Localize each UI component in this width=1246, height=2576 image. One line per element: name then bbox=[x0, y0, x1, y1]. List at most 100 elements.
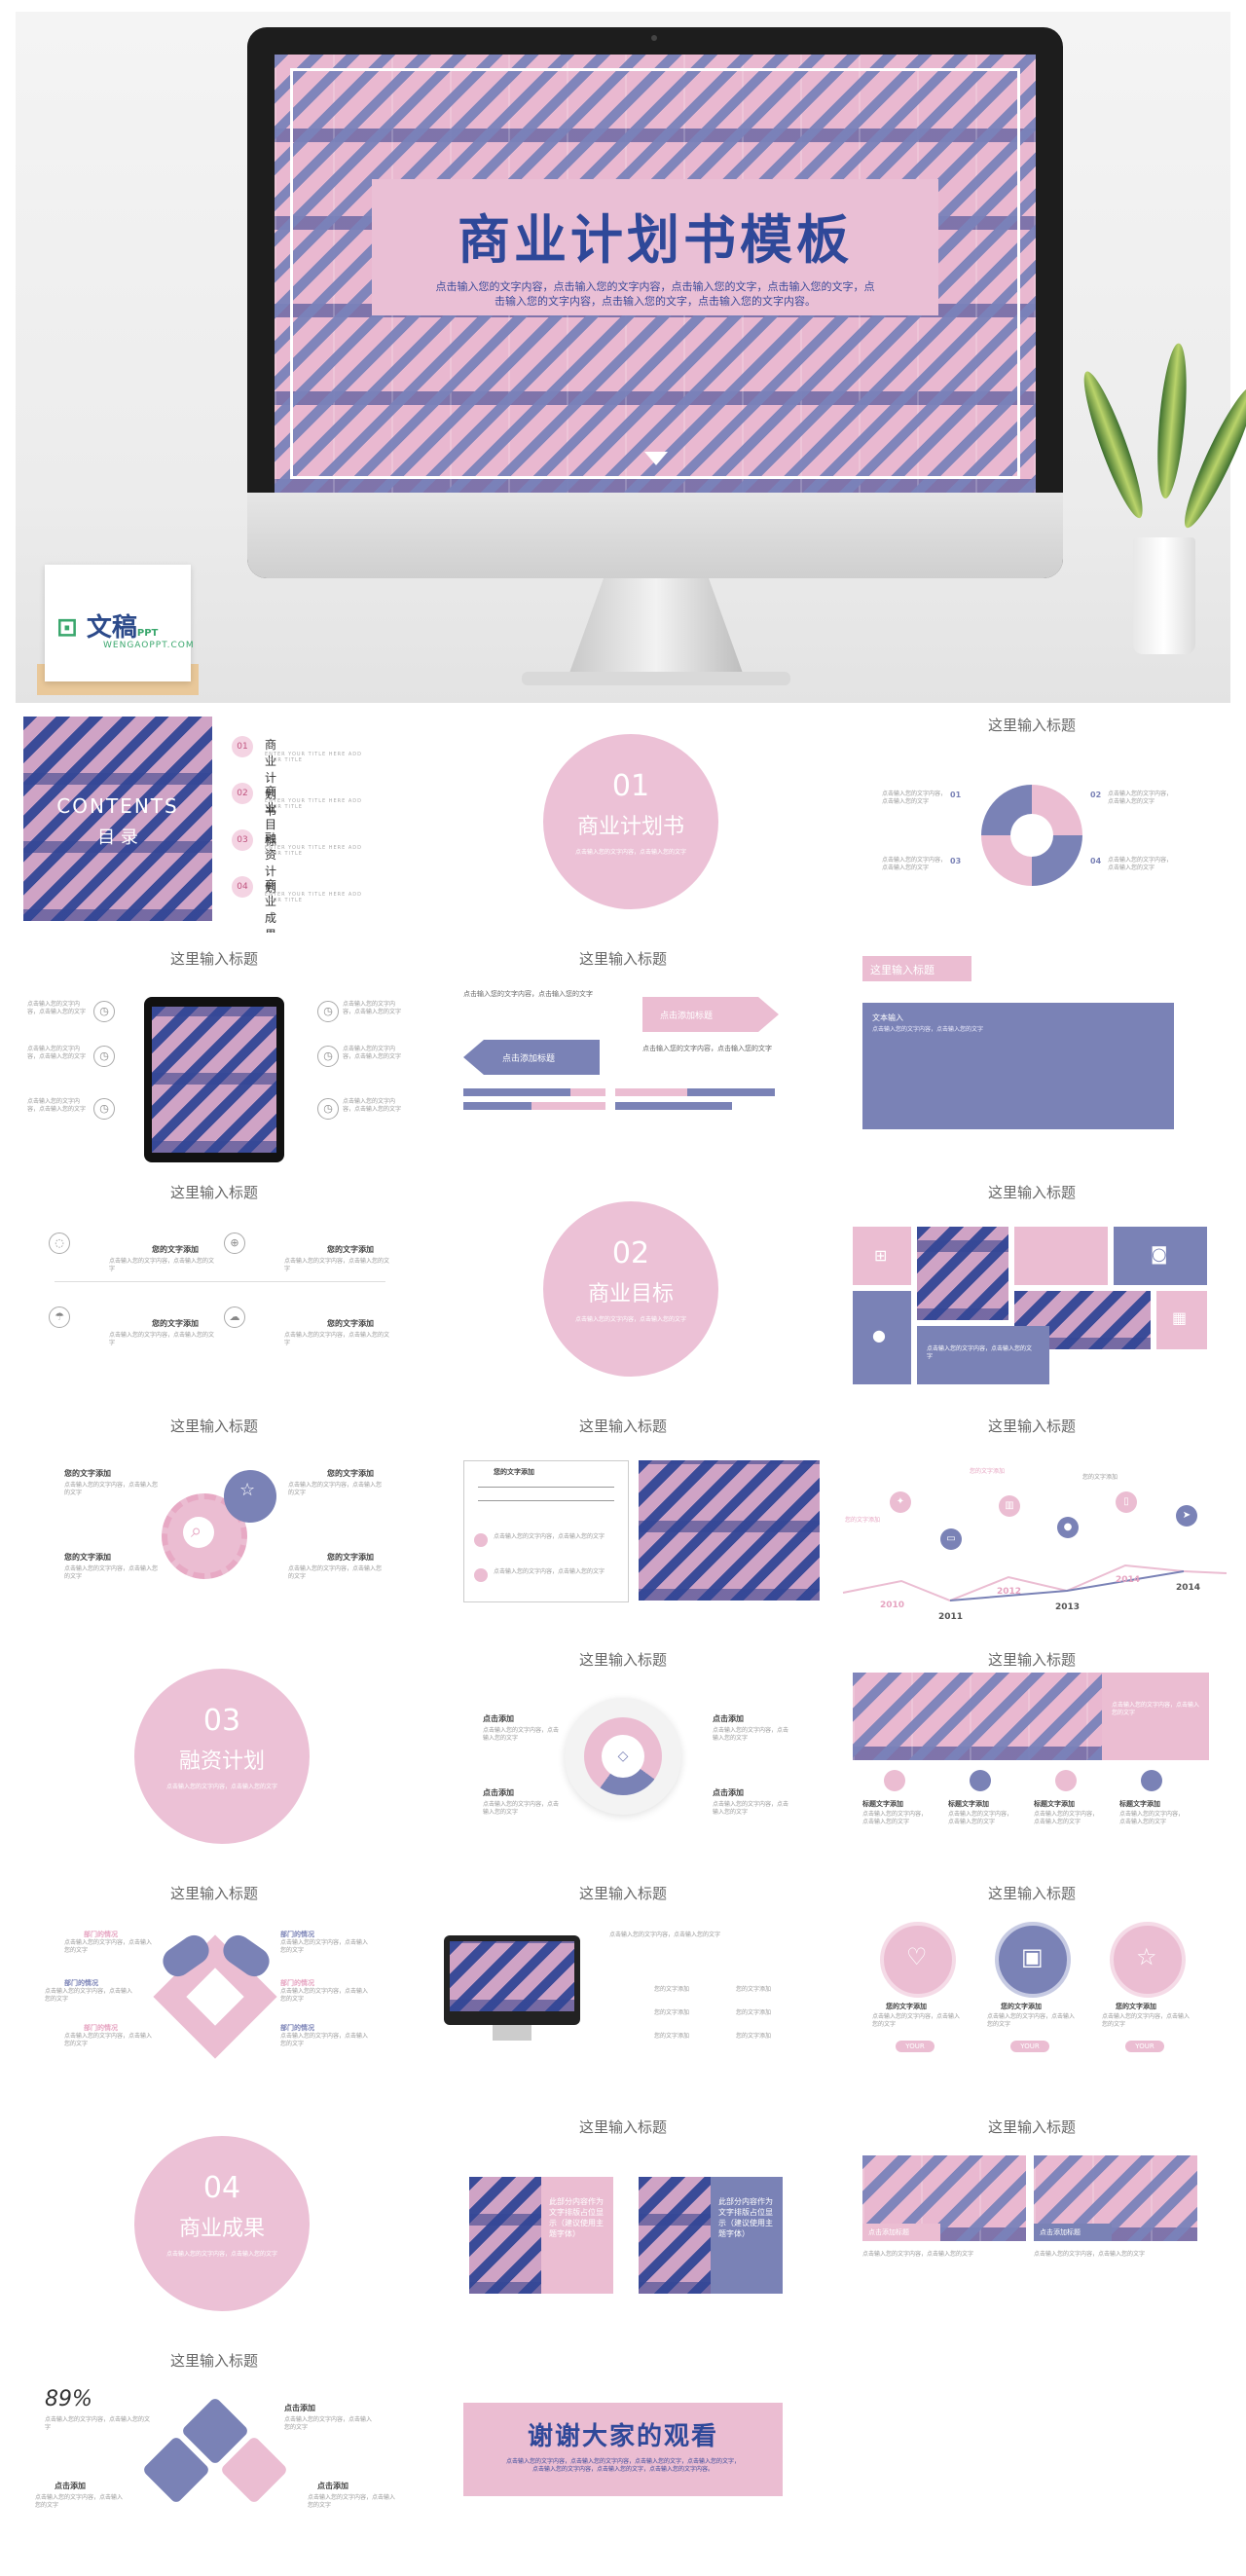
slide-thanks[interactable]: 谢谢大家的观看 点击输入您的文字内容，点击输入您的文字内容，点击输入您的文字，点… bbox=[424, 2344, 822, 2568]
item-text: 点击输入您的文字内容，点击输入您的文字 bbox=[284, 1332, 390, 1346]
section-number: 03 bbox=[202, 1704, 241, 1738]
slide-form-photo[interactable]: 这里输入标题 您的文字添加 点击输入您的文字内容，点击输入您的文字 点击输入您的… bbox=[424, 1410, 822, 1634]
section-title: 融资计划 bbox=[178, 1749, 265, 1774]
dept-label: 部门的情况 bbox=[280, 2024, 314, 2032]
tile bbox=[1014, 1227, 1108, 1285]
slide-photo-text[interactable]: 这里输入标题 文本输入 点击输入您的文字内容，点击输入您的文字 bbox=[833, 942, 1230, 1166]
down-arrow-icon bbox=[644, 452, 668, 465]
slide-gears[interactable]: 这里输入标题 ⌕ ☆ 您的文字添加 您的文字添加 您的文字添加 您的文字添加 点… bbox=[16, 1410, 413, 1634]
thanks-frame bbox=[434, 2354, 812, 2558]
progress-bar bbox=[570, 1088, 605, 1096]
photo-column bbox=[639, 2177, 711, 2294]
imac-item: 您的文字添加 bbox=[736, 2033, 772, 2040]
contents-num: 01 bbox=[232, 736, 253, 757]
slide-section-03[interactable]: 03 融资计划 点击输入您的文字内容，点击输入您的文字 bbox=[16, 1643, 413, 1867]
slide-heart[interactable]: 这里输入标题 部门的情况 部门的情况 部门的情况 部门的情况 部门的情况 部门的… bbox=[16, 1877, 413, 2101]
lightbulb-icon: ✦ bbox=[890, 1491, 911, 1513]
item-heading: 点击添加 bbox=[284, 2404, 315, 2412]
title-tag: 这里输入标题 bbox=[862, 956, 971, 981]
section-badge: 01 商业计划书 点击输入您的文字内容，点击输入您的文字 bbox=[541, 732, 720, 911]
diamond-icon: ◇ bbox=[602, 1735, 644, 1778]
chart-icon: ▥ bbox=[999, 1495, 1020, 1517]
logo-suffix: PPT bbox=[136, 628, 159, 639]
item-text: 点击输入您的文字内容，点击输入您的文字 bbox=[109, 1258, 215, 1272]
aperture-num: 01 bbox=[950, 791, 962, 799]
photo-caption-box: 点击添加标题 bbox=[1034, 2224, 1112, 2241]
icon-circle: ♡ bbox=[880, 1922, 956, 1998]
item-heading: 点击添加 bbox=[713, 1714, 744, 1723]
dept-label: 部门的情况 bbox=[280, 1931, 314, 1938]
slide-puzzle[interactable]: 这里输入标题 89% 点击输入您的文字内容，点击输入您的文字 点击添加 点击添加… bbox=[16, 2344, 413, 2568]
slide-imac[interactable]: 这里输入标题 点击输入您的文字内容，点击输入您的文字 您的文字添加 您的文字添加… bbox=[424, 1877, 822, 2101]
clock-icon: ◷ bbox=[93, 1098, 115, 1120]
windows-icon: ⊞ bbox=[874, 1246, 888, 1265]
item-heading: 您的文字添加 bbox=[327, 1319, 374, 1328]
arrows-text: 点击输入您的文字内容，点击输入您的文字 bbox=[463, 990, 593, 998]
instagram-icon: ◙ bbox=[1151, 1244, 1168, 1265]
item-heading: 您的文字添加 bbox=[886, 2003, 927, 2010]
slide-title: 这里输入标题 bbox=[169, 1417, 258, 1435]
contents-label: 商业成果 bbox=[265, 878, 277, 933]
icon-circle bbox=[884, 1770, 905, 1791]
contents-sub: ENTER YOUR TITLE HERE ADD YOUR TITLE bbox=[265, 752, 362, 763]
contents-num: 03 bbox=[232, 829, 253, 851]
tile-text: 点击输入您的文字内容，点击输入您的文字 bbox=[917, 1326, 1049, 1384]
monitor: 商业计划书模板 点击输入您的文字内容，点击输入您的文字内容，点击输入您的文字，点… bbox=[247, 27, 1063, 578]
slide-two-photos[interactable]: 这里输入标题 点击添加标题 点击添加标题 点击输入您的文字内容，点击输入您的文字… bbox=[833, 2111, 1230, 2335]
timeline-line bbox=[842, 1564, 1228, 1602]
slide-arrows[interactable]: 这里输入标题 点击输入您的文字内容，点击输入您的文字 点击添加标题 点击添加标题… bbox=[424, 942, 822, 1166]
item-heading: 您的文字添加 bbox=[327, 1553, 374, 1562]
slide-section-01[interactable]: 01 商业计划书 点击输入您的文字内容，点击输入您的文字 bbox=[424, 709, 822, 933]
slide-contents[interactable]: CONTENTS 目 录 01 商业计划书 ENTER YOUR TITLE H… bbox=[16, 709, 413, 933]
item-heading: 您的文字添加 bbox=[64, 1553, 111, 1562]
item-text: 点击输入您的文字内容，点击输入您的文字 bbox=[64, 1482, 159, 1496]
tile: ● bbox=[853, 1291, 911, 1384]
umbrella-icon: ☂ bbox=[49, 1306, 70, 1328]
slide-section-02[interactable]: 02 商业目标 点击输入您的文字内容，点击输入您的文字 bbox=[424, 1176, 822, 1400]
year-label: 2012 bbox=[997, 1587, 1022, 1597]
section-desc: 点击输入您的文字内容，点击输入您的文字 bbox=[165, 2251, 277, 2258]
slide-icons-text[interactable]: 这里输入标题 ◌ ⊕ ☂ ☁ 您的文字添加 您的文字添加 您的文字添加 您的文字… bbox=[16, 1176, 413, 1400]
contents-title-cn: 目 录 bbox=[97, 828, 138, 848]
contents-title-en: CONTENTS bbox=[56, 794, 179, 818]
arrow-left-shape: 点击添加标题 bbox=[463, 1040, 600, 1075]
banner-text: 点击输入您的文字内容，点击输入您的文字 bbox=[1112, 1702, 1200, 1716]
slide-tiles[interactable]: 这里输入标题 ⊞ ◙ ● ▦ 点击输入您的文字内容，点击输入您的文字 bbox=[833, 1176, 1230, 1400]
photo-text: 点击输入您的文字内容，点击输入您的文字 bbox=[1034, 2251, 1146, 2258]
chat-icon: ☁ bbox=[224, 1306, 245, 1328]
text-panel: 文本输入 点击输入您的文字内容，点击输入您的文字 bbox=[862, 1003, 1174, 1129]
slide-photo-columns[interactable]: 这里输入标题 此部分内容作为文字排版占位显示（建议使用主题字体） 此部分内容作为… bbox=[424, 2111, 822, 2335]
clock-icon: ◷ bbox=[93, 1046, 115, 1067]
dept-label: 部门的情况 bbox=[84, 1931, 118, 1938]
contents-label: 商业目标 bbox=[265, 785, 277, 848]
slide-section-04[interactable]: 04 商业成果 点击输入您的文字内容，点击输入您的文字 bbox=[16, 2111, 413, 2335]
title-tag-text: 这里输入标题 bbox=[870, 964, 934, 976]
imac-item: 您的文字添加 bbox=[654, 2033, 690, 2040]
icon-circle bbox=[1055, 1770, 1077, 1791]
slide-three-circles[interactable]: 这里输入标题 ♡ ▣ ☆ 您的文字添加 您的文字添加 您的文字添加 点击输入您的… bbox=[833, 1877, 1230, 2101]
icon-circle: ▣ bbox=[995, 1922, 1071, 1998]
item-heading: 点击添加 bbox=[317, 2482, 348, 2490]
section-badge: 03 融资计划 点击输入您的文字内容，点击输入您的文字 bbox=[132, 1667, 312, 1846]
section-desc: 点击输入您的文字内容，点击输入您的文字 bbox=[574, 1316, 686, 1323]
contents-label: 融资计划 bbox=[265, 831, 277, 895]
slide-banner-icons[interactable]: 这里输入标题 点击输入您的文字内容，点击输入您的文字 标题文字添加 标题文字添加… bbox=[833, 1643, 1230, 1867]
slide-donut[interactable]: 这里输入标题 ◇ 点击添加 点击添加 点击添加 点击添加 点击输入您的文字内容，… bbox=[424, 1643, 822, 1867]
slide-title: 这里输入标题 bbox=[169, 2352, 258, 2370]
photo-text: 点击输入您的文字内容，点击输入您的文字 bbox=[862, 2251, 974, 2258]
section-title: 商业成果 bbox=[178, 2217, 265, 2241]
thanks-box: 谢谢大家的观看 点击输入您的文字内容，点击输入您的文字内容，点击输入您的文字，点… bbox=[463, 2403, 783, 2496]
slide-tablet[interactable]: 这里输入标题 ◷ ◷ ◷ ◷ ◷ ◷ 点击输入您的文字内容，点击输入您的文字 点… bbox=[16, 942, 413, 1166]
bullet-icon bbox=[474, 1533, 488, 1547]
progress-bar bbox=[463, 1088, 570, 1096]
item-text: 点击输入您的文字内容，点击输入您的文字 bbox=[284, 1258, 390, 1272]
user-icon: ● bbox=[1057, 1517, 1079, 1538]
aperture-num: 04 bbox=[1090, 857, 1102, 865]
slide-timeline[interactable]: 这里输入标题 ✦ ▭ ▥ ● ▯ ➤ 2010 2011 2012 2013 2… bbox=[833, 1410, 1230, 1634]
year-label: 2014 bbox=[1176, 1583, 1201, 1593]
slide-aperture[interactable]: 这里输入标题 01 02 03 04 点击输入您的文字内容，点击输入您的文字 点… bbox=[833, 709, 1230, 933]
aperture-text: 点击输入您的文字内容，点击输入您的文字 bbox=[882, 791, 947, 805]
item-text: 点击输入您的文字内容，点击输入您的文字 bbox=[483, 1727, 560, 1742]
dept-text: 点击输入您的文字内容，点击输入您的文字 bbox=[280, 2033, 369, 2047]
